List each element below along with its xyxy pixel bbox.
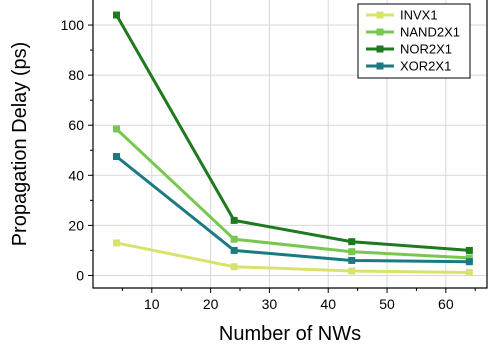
data-point bbox=[113, 125, 121, 133]
x-axis-ticks: 10 20 30 40 50 60 bbox=[121, 288, 476, 312]
series-line bbox=[116, 241, 470, 274]
data-point bbox=[230, 263, 238, 271]
series-xor2x1 bbox=[113, 153, 473, 266]
plot-frame bbox=[92, 0, 488, 289]
y-tick-label: 0 bbox=[76, 267, 84, 283]
data-point bbox=[465, 254, 473, 262]
legend-label: INVX1 bbox=[400, 8, 438, 23]
axes bbox=[92, 0, 488, 289]
legend-item: XOR2X1 bbox=[366, 59, 451, 74]
legend-swatch-marker bbox=[376, 28, 384, 36]
data-point bbox=[465, 258, 473, 266]
data-point bbox=[230, 216, 238, 224]
data-point bbox=[113, 239, 121, 247]
y-tick-label: 60 bbox=[68, 117, 84, 133]
data-point bbox=[465, 246, 473, 254]
legend-item: INVX1 bbox=[366, 8, 438, 23]
data-point bbox=[113, 11, 121, 19]
series-line bbox=[115, 155, 470, 264]
x-tick-label: 10 bbox=[144, 296, 160, 312]
data-point bbox=[465, 268, 473, 276]
legend-label: XOR2X1 bbox=[400, 59, 451, 74]
legend: INVX1 NAND2X1 NOR2X1 XOR2X1 bbox=[357, 3, 471, 79]
legend-swatch-marker bbox=[376, 62, 384, 70]
series-group bbox=[113, 11, 473, 276]
y-tick-label: 100 bbox=[61, 17, 85, 33]
legend-item: NAND2X1 bbox=[366, 25, 460, 40]
y-tick-label: 20 bbox=[68, 217, 84, 233]
legend-label: NAND2X1 bbox=[400, 25, 460, 40]
series-nand2x1 bbox=[113, 125, 473, 262]
data-point bbox=[348, 256, 356, 264]
y-axis-ticks: 0 20 40 60 80 100 bbox=[61, 17, 93, 283]
y-tick-label: 80 bbox=[68, 67, 84, 83]
series-nor2x1 bbox=[113, 11, 473, 254]
series-line bbox=[115, 127, 470, 260]
legend-swatch-marker bbox=[376, 11, 384, 19]
data-point bbox=[230, 246, 238, 254]
x-tick-label: 60 bbox=[438, 296, 454, 312]
data-point bbox=[230, 235, 238, 243]
series-invx1 bbox=[113, 239, 473, 276]
legend-swatch-marker bbox=[376, 45, 384, 53]
legend-label: NOR2X1 bbox=[400, 42, 452, 57]
series-line bbox=[115, 14, 470, 252]
x-tick-label: 50 bbox=[379, 296, 395, 312]
x-axis-label: Number of NWs bbox=[219, 323, 361, 345]
data-point bbox=[348, 267, 356, 275]
x-tick-label: 20 bbox=[203, 296, 219, 312]
data-point bbox=[348, 248, 356, 256]
data-point bbox=[113, 153, 121, 161]
x-tick-label: 30 bbox=[262, 296, 278, 312]
x-tick-label: 40 bbox=[320, 296, 336, 312]
y-axis-label: Propagation Delay (ps) bbox=[9, 42, 31, 247]
legend-item: NOR2X1 bbox=[366, 42, 452, 57]
data-point bbox=[348, 238, 356, 246]
y-tick-label: 40 bbox=[68, 167, 84, 183]
